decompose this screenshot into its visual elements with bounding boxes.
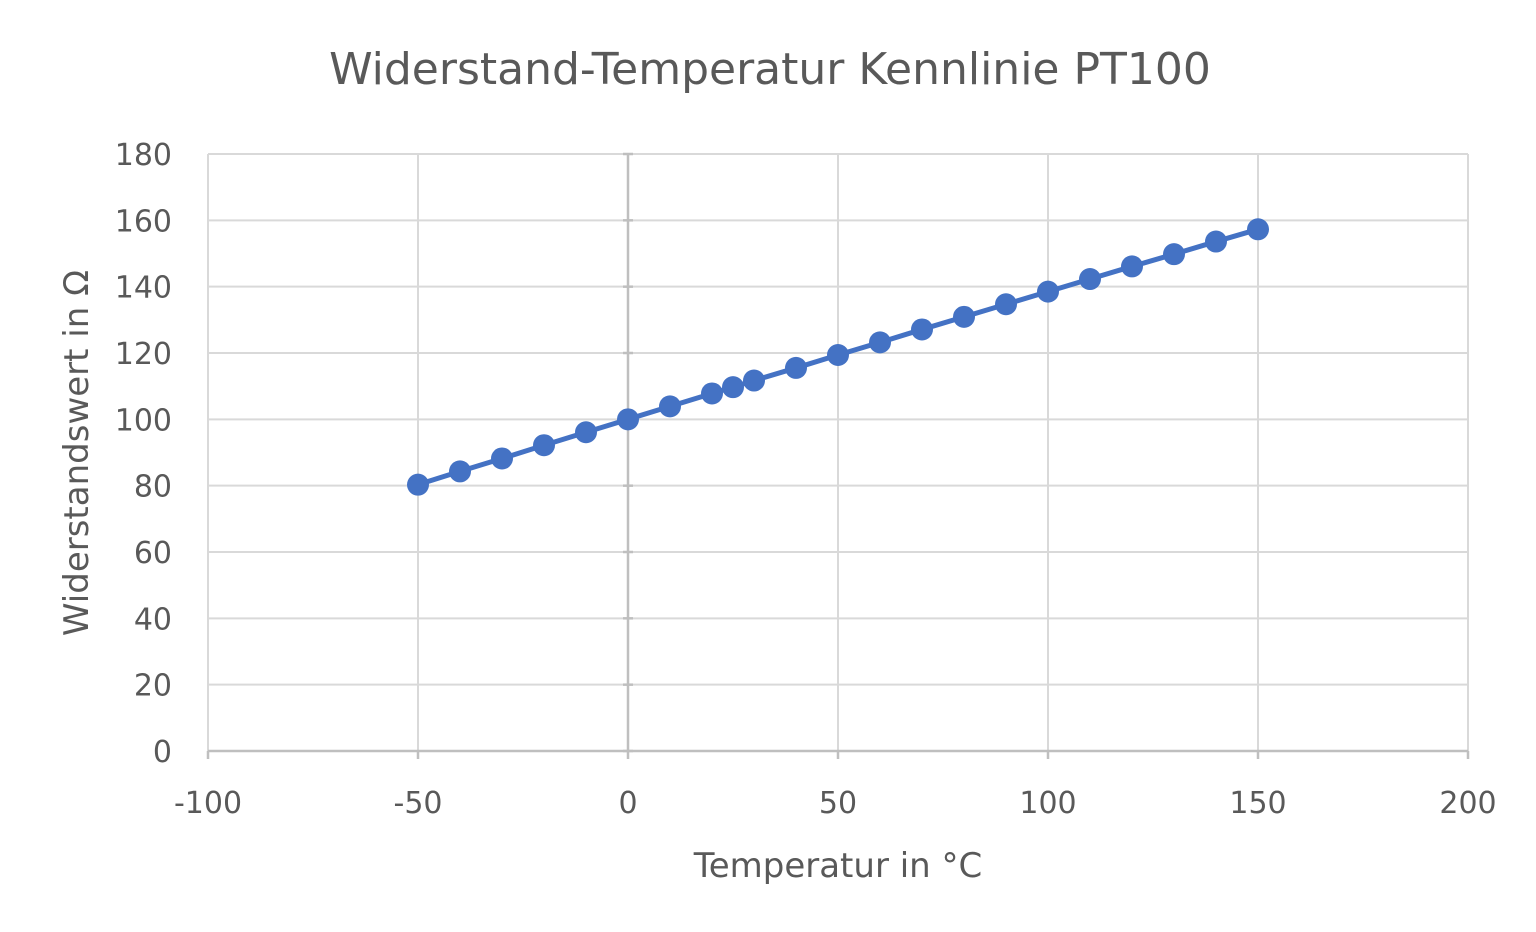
y-tick-label: 120: [115, 337, 172, 372]
y-tick-label: 0: [153, 735, 172, 770]
data-point: [533, 434, 555, 457]
data-point: [827, 343, 849, 366]
data-point: [659, 395, 681, 418]
y-tick-label: 100: [115, 403, 172, 438]
data-point: [701, 382, 723, 405]
y-tick-label: 80: [134, 470, 172, 505]
data-point: [1121, 255, 1143, 278]
data-point: [953, 305, 975, 328]
x-tick-label: -50: [394, 786, 443, 821]
y-tick-label: 160: [115, 204, 172, 239]
x-tick-label: 100: [1019, 786, 1076, 821]
data-series: [407, 218, 1269, 496]
x-tick-label: -100: [174, 786, 242, 821]
y-tick-label: 140: [115, 271, 172, 306]
data-point: [743, 369, 765, 392]
data-point: [1247, 218, 1269, 241]
data-point: [575, 421, 597, 444]
series-line: [415, 226, 1261, 488]
y-tick-label: 180: [115, 138, 172, 173]
data-point: [785, 356, 807, 379]
x-tick-label: 50: [819, 786, 857, 821]
data-point: [1205, 230, 1227, 253]
data-point: [722, 376, 744, 399]
data-point: [449, 460, 471, 483]
data-point: [1163, 243, 1185, 266]
data-point: [617, 408, 639, 431]
data-point: [1079, 268, 1101, 291]
data-point: [995, 293, 1017, 316]
x-tick-label: 200: [1439, 786, 1496, 821]
x-tick-label: 150: [1229, 786, 1286, 821]
y-axis-title: Widerstandswert in Ω: [57, 270, 97, 636]
y-tick-label: 20: [134, 669, 172, 704]
data-point: [869, 331, 891, 354]
axes: [206, 152, 1470, 759]
data-point: [491, 447, 513, 470]
chart-title: Widerstand-Temperatur Kennlinie PT100: [329, 44, 1211, 95]
tick-labels: 0 20 40 60 80 100 120 140 160 180 -100 -50 0 50 100 150…: [115, 138, 1497, 821]
grid: [207, 153, 1469, 751]
x-axis-title: Temperatur in °C: [693, 846, 983, 886]
y-tick-label: 40: [134, 602, 172, 637]
data-point: [911, 318, 933, 341]
y-tick-label: 60: [134, 536, 172, 571]
x-tick-label: 0: [618, 786, 637, 821]
data-point: [407, 473, 429, 496]
data-point: [1037, 280, 1059, 303]
